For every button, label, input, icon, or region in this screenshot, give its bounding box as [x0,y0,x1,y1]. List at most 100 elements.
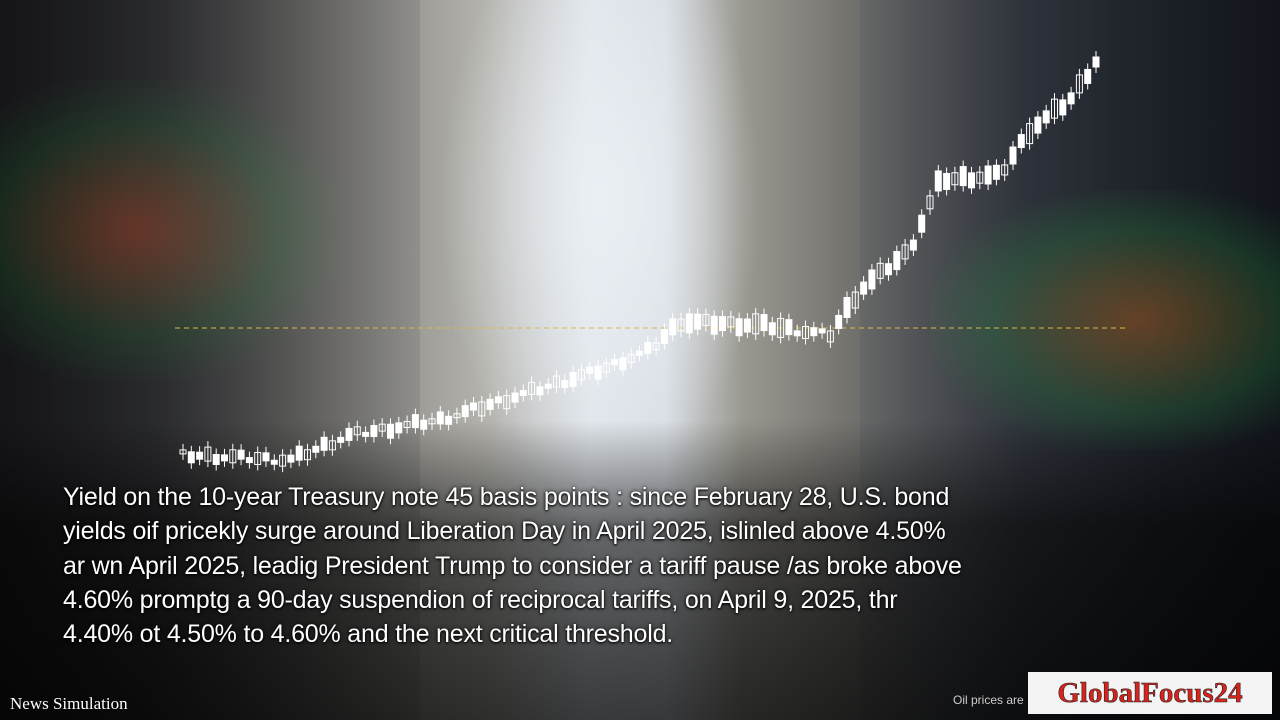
candle-body [328,440,336,451]
candle-body [893,251,901,271]
candle-body [262,452,270,462]
candle-body [768,322,776,336]
candle-body [636,350,643,356]
candle-body [835,314,843,329]
candle-body [1084,68,1092,84]
candle-body [486,398,494,410]
candle-body [1009,146,1017,165]
candle-body [918,214,926,233]
caption: Yield on the 10-year Treasury note 45 ba… [63,480,962,651]
candle-body [245,457,253,464]
logo-text: GlobalFocus24 [1057,676,1243,709]
candle-body [1026,123,1034,145]
candle-body [436,411,444,425]
caption-line: Yield on the 10-year Treasury note 45 ba… [63,483,950,511]
candle-body [826,330,834,343]
candle-body [461,405,469,418]
candle-body [627,354,635,364]
candle-body [959,166,967,187]
candle-body [187,451,195,464]
candle-body [677,318,685,332]
candle-body [652,342,660,351]
candle-body [1067,92,1075,105]
candle-body [577,369,585,381]
source-label: News Simulation [10,694,128,713]
candle-body [802,326,809,339]
candle-body [254,451,262,465]
candle-body [544,383,552,389]
candle-body [503,395,511,410]
candle-body [511,392,519,403]
candle-body [818,328,826,334]
candle-body [569,371,577,387]
shade [0,420,1280,720]
candle-body [702,313,710,326]
candle-body [1001,164,1009,176]
candle-body [793,330,801,337]
candle-body [179,449,187,455]
candle-body [785,319,793,336]
candle-body [619,357,627,371]
candle-body [519,389,527,396]
candle-body [885,263,892,276]
candle-body [976,171,984,184]
candle-body [727,316,735,328]
candle-body [528,381,536,395]
ticker-glow-left [0,80,340,380]
candle-body [237,449,245,460]
candle-body [1034,116,1042,134]
candle-body [876,262,884,279]
candle-body [586,366,594,374]
candle-body [984,165,992,185]
candle-body [561,380,569,388]
ticker-glow-right [930,190,1280,450]
caption-line: 4.60% promptg a 90-day suspendion of rec… [63,585,898,614]
candle-body [494,396,502,404]
caption-line: yields oif pricekly surge around Liberat… [63,517,946,546]
candle-body [760,314,768,332]
candle-body [395,422,403,434]
candle-body [669,318,677,336]
candle-body [428,418,436,425]
candle-body [353,426,361,436]
candle-body [934,170,942,192]
candle-body [312,445,320,453]
candle-body [743,318,751,333]
candle-body [362,431,370,437]
candle-body [295,445,303,461]
candle-body [229,449,237,464]
candle-body [926,195,934,210]
candle-body [810,327,818,337]
candle-body [378,423,386,432]
candle-body [992,164,1000,180]
candle-body [304,449,311,461]
candle-body [644,341,652,354]
ticker-text: Oil prices are [953,693,1024,707]
candle-body [851,291,859,309]
candle-body [685,313,693,334]
candle-body [752,313,760,335]
candle-body [843,297,851,318]
candle-body [478,401,486,417]
candle-body [660,329,668,345]
candle-body [420,419,428,430]
candle-body [320,436,328,451]
candle-body [777,317,785,338]
candle-body [694,313,702,330]
candle-body [868,269,876,290]
candle-body [345,427,353,441]
candle-body [1075,74,1083,94]
candle-body [445,415,453,425]
candle-body [387,423,394,439]
candle-body [1059,99,1067,116]
logo: GlobalFocus24 [1028,672,1272,714]
candle-body [735,318,743,337]
candle-body [470,402,477,411]
candle-body [204,446,212,462]
candle-body [602,362,610,373]
candle-body [710,315,718,335]
caption-line: 4.40% ot 4.50% to 4.60% and the next cri… [63,620,674,649]
candle-body [453,413,461,419]
